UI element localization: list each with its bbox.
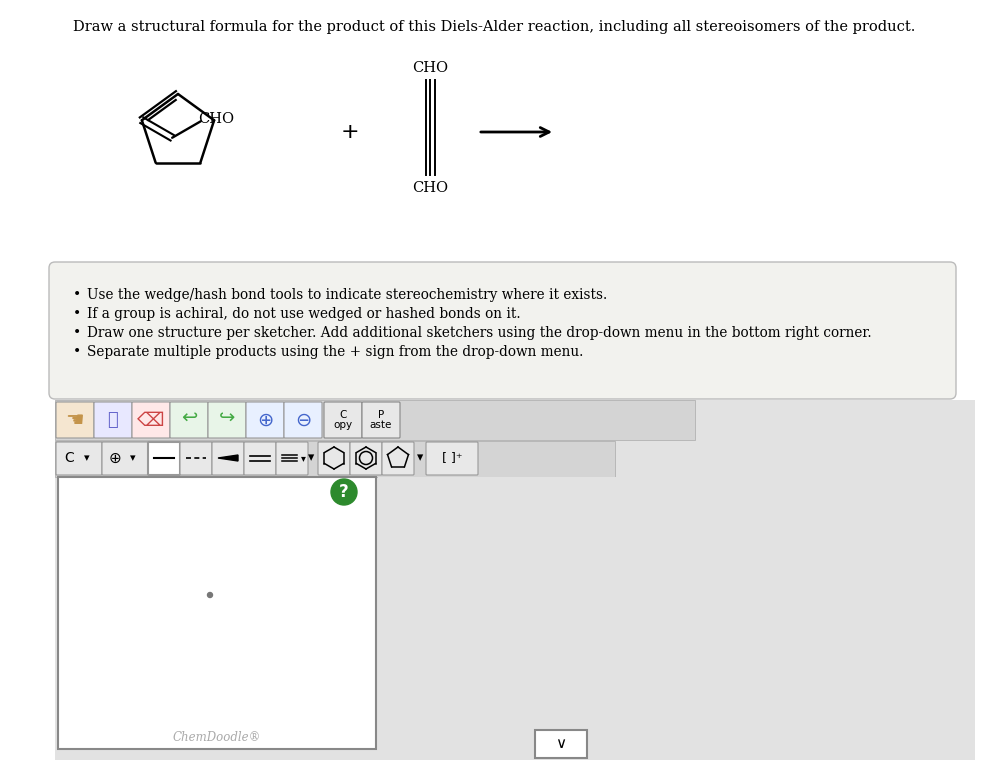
Text: ⊕: ⊕ (256, 410, 273, 429)
Text: [ ]⁺: [ ]⁺ (442, 452, 461, 465)
Text: C: C (64, 451, 74, 465)
Text: +: + (340, 122, 359, 142)
FancyBboxPatch shape (426, 442, 477, 475)
FancyBboxPatch shape (244, 442, 276, 475)
Text: ⌫: ⌫ (137, 410, 165, 429)
Text: CHO: CHO (411, 181, 448, 195)
FancyBboxPatch shape (317, 442, 350, 475)
Text: ∨: ∨ (555, 736, 566, 752)
Text: ⊕: ⊕ (108, 451, 121, 465)
FancyBboxPatch shape (179, 442, 212, 475)
Text: •: • (73, 288, 81, 302)
FancyBboxPatch shape (132, 402, 170, 438)
Text: Use the wedge/hash bond tools to indicate stereochemistry where it exists.: Use the wedge/hash bond tools to indicat… (87, 288, 606, 302)
FancyBboxPatch shape (323, 402, 362, 438)
FancyBboxPatch shape (212, 442, 244, 475)
Text: If a group is achiral, do not use wedged or hashed bonds on it.: If a group is achiral, do not use wedged… (87, 307, 520, 321)
Bar (55, 400, 694, 440)
Text: P
aste: P aste (370, 410, 391, 430)
FancyBboxPatch shape (350, 442, 382, 475)
FancyBboxPatch shape (102, 442, 148, 475)
Bar (378, 477, 974, 749)
Text: CHO: CHO (197, 112, 234, 126)
FancyBboxPatch shape (362, 402, 399, 438)
Text: 🧪: 🧪 (107, 411, 118, 429)
Text: ▾: ▾ (301, 453, 305, 463)
Circle shape (207, 593, 212, 597)
Text: •: • (73, 326, 81, 340)
Text: ▾: ▾ (416, 452, 423, 465)
Text: ⊖: ⊖ (295, 410, 311, 429)
Text: •: • (73, 307, 81, 321)
Text: CHO: CHO (411, 61, 448, 75)
Text: ▾: ▾ (308, 452, 314, 465)
FancyBboxPatch shape (148, 442, 179, 475)
Bar (58, 477, 376, 749)
FancyBboxPatch shape (284, 402, 321, 438)
Text: ↪: ↪ (219, 407, 235, 426)
Text: Draw a structural formula for the product of this Diels-Alder reaction, includin: Draw a structural formula for the produc… (73, 20, 914, 34)
FancyBboxPatch shape (208, 402, 246, 438)
Text: C
opy: C opy (333, 410, 352, 430)
Bar (55, 400, 974, 760)
Circle shape (330, 479, 357, 505)
Text: ?: ? (339, 483, 348, 501)
FancyBboxPatch shape (56, 442, 102, 475)
Polygon shape (218, 455, 238, 461)
Text: ▾: ▾ (84, 453, 90, 463)
Bar (55, 441, 614, 477)
Bar (534, 730, 587, 758)
Text: ChemDoodle®: ChemDoodle® (173, 731, 261, 744)
FancyBboxPatch shape (56, 402, 94, 438)
Text: Draw one structure per sketcher. Add additional sketchers using the drop-down me: Draw one structure per sketcher. Add add… (87, 326, 871, 340)
Text: ☚: ☚ (65, 410, 84, 430)
Text: Separate multiple products using the + sign from the drop-down menu.: Separate multiple products using the + s… (87, 345, 583, 359)
Text: ▾: ▾ (130, 453, 136, 463)
FancyBboxPatch shape (382, 442, 413, 475)
FancyBboxPatch shape (170, 402, 208, 438)
Text: •: • (73, 345, 81, 359)
FancyBboxPatch shape (246, 402, 284, 438)
FancyBboxPatch shape (94, 402, 132, 438)
FancyBboxPatch shape (276, 442, 308, 475)
Text: ↩: ↩ (180, 407, 197, 426)
FancyBboxPatch shape (49, 262, 955, 399)
